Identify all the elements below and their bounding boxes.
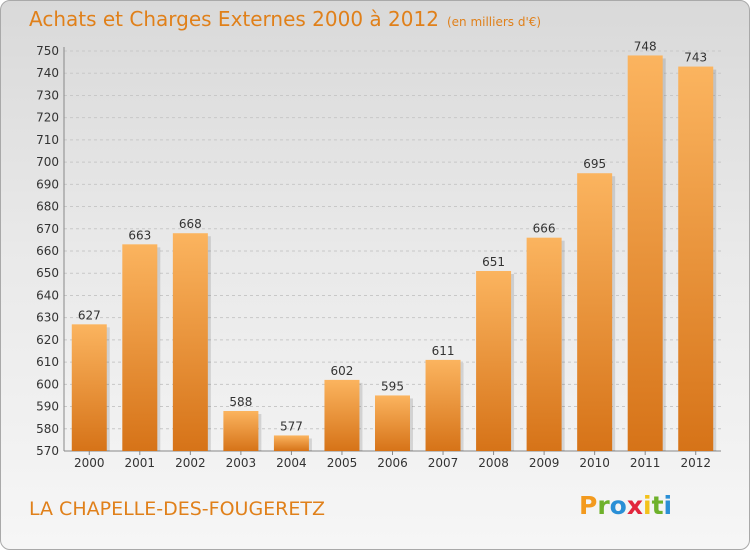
x-tick-label: 2003 [226, 456, 257, 470]
bar-2003 [223, 411, 259, 451]
x-tick-label: 2011 [630, 456, 661, 470]
y-tick-label: 620 [36, 333, 59, 347]
y-tick-label: 730 [36, 88, 59, 102]
bar-2002 [172, 233, 208, 451]
bar-value-label: 748 [634, 39, 657, 53]
x-tick-label: 2000 [74, 456, 105, 470]
x-tick-label: 2002 [175, 456, 206, 470]
bar-value-label: 663 [128, 228, 151, 242]
bar-2012 [678, 66, 714, 452]
logo-letter: t [651, 491, 664, 520]
bar-value-label: 577 [280, 419, 303, 433]
y-tick-label: 650 [36, 266, 59, 280]
y-tick-label: 580 [36, 422, 59, 436]
logo-letter: i [643, 491, 652, 520]
bar-2005 [324, 379, 360, 451]
logo-letter: r [597, 491, 610, 520]
y-tick-label: 690 [36, 177, 59, 191]
x-tick-label: 2006 [377, 456, 408, 470]
bar-2001 [122, 244, 158, 451]
bar-value-label: 611 [432, 344, 455, 358]
bar-value-label: 668 [179, 217, 202, 231]
bar-value-label: 627 [78, 308, 101, 322]
bar-2006 [375, 395, 410, 451]
bar-value-label: 602 [331, 364, 354, 378]
y-tick-label: 680 [36, 200, 59, 214]
y-tick-label: 710 [36, 133, 59, 147]
y-tick-label: 610 [36, 355, 59, 369]
y-tick-label: 640 [36, 288, 59, 302]
bar-2010 [577, 173, 613, 451]
bar-value-label: 695 [583, 157, 606, 171]
chart-unit: (en milliers d'€) [446, 15, 542, 29]
x-tick-label: 2004 [276, 456, 307, 470]
bar-2008 [476, 271, 512, 451]
y-tick-label: 630 [36, 311, 59, 325]
logo-letter: P [579, 491, 598, 520]
y-tick-label: 720 [36, 111, 59, 125]
chart-title-text: Achats et Charges Externes 2000 à 2012 [29, 7, 439, 31]
x-tick-label: 2001 [125, 456, 156, 470]
y-tick-label: 750 [36, 44, 59, 58]
y-tick-label: 570 [36, 444, 59, 458]
bar-2011 [627, 55, 663, 451]
y-tick-label: 670 [36, 222, 59, 236]
bar-value-label: 743 [684, 51, 707, 65]
y-tick-label: 740 [36, 66, 59, 80]
bar-value-label: 588 [229, 395, 252, 409]
y-tick-label: 590 [36, 400, 59, 414]
proxiti-logo: Proxiti [579, 491, 672, 520]
x-tick-label: 2008 [478, 456, 509, 470]
bar-2007 [425, 359, 461, 451]
x-tick-label: 2012 [680, 456, 711, 470]
bar-value-label: 595 [381, 379, 404, 393]
x-tick-label: 2009 [529, 456, 560, 470]
bar-2000 [71, 324, 107, 451]
commune-name: LA CHAPELLE-DES-FOUGERETZ [29, 498, 326, 520]
x-tick-label: 2010 [579, 456, 610, 470]
bar-2009 [526, 237, 562, 451]
logo-letter: x [626, 491, 643, 520]
y-tick-label: 600 [36, 377, 59, 391]
bar-value-label: 666 [533, 222, 556, 236]
x-tick-label: 2005 [327, 456, 358, 470]
y-tick-label: 660 [36, 244, 59, 258]
chart-title: Achats et Charges Externes 2000 à 2012 (e… [29, 7, 541, 31]
logo-letter: o [609, 491, 627, 520]
y-tick-label: 700 [36, 155, 59, 169]
bar-value-label: 651 [482, 255, 505, 269]
logo-letter: i [663, 491, 673, 520]
bar-2004 [273, 435, 309, 451]
x-tick-label: 2007 [428, 456, 459, 470]
